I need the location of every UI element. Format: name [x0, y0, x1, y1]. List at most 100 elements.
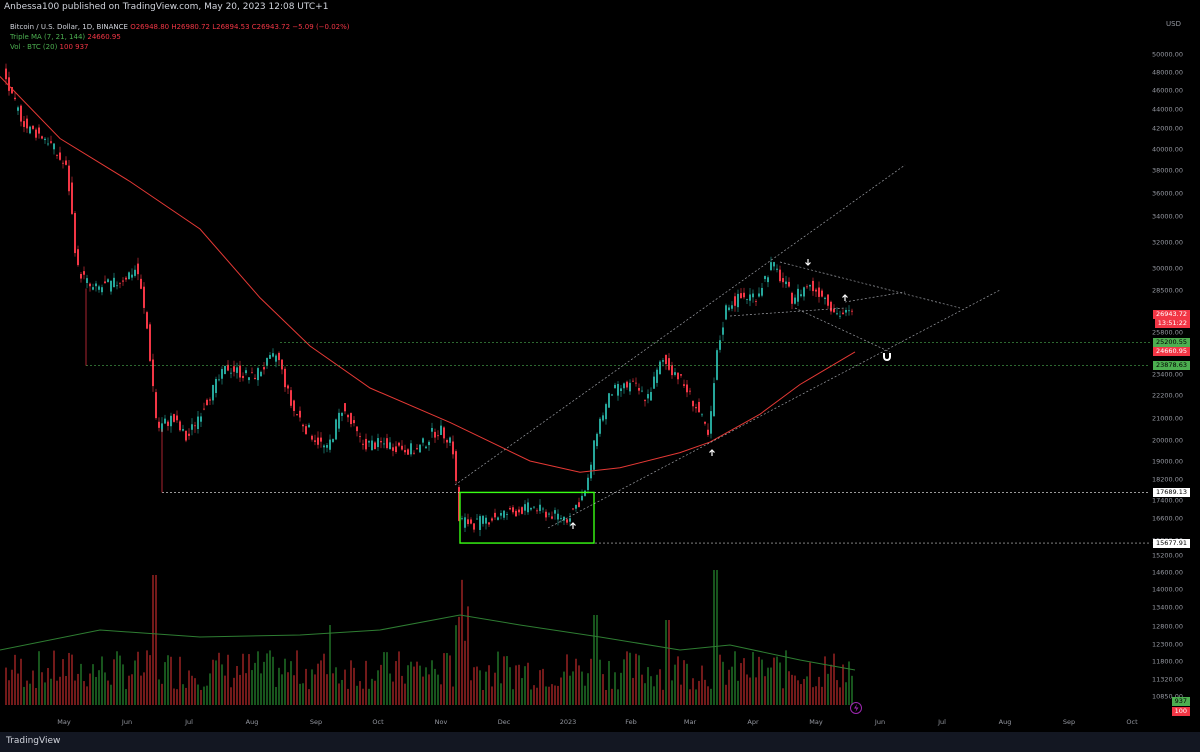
candle-body [470, 519, 472, 524]
volume-bar [89, 673, 91, 705]
candle-body [554, 510, 556, 514]
volume-bar [47, 667, 49, 705]
candle-body [56, 154, 58, 156]
y-tick-label: 30000.00 [1152, 265, 1183, 273]
candle-body [143, 286, 145, 308]
volume-bar [146, 650, 148, 705]
volume-bar [569, 675, 571, 705]
candle-body [359, 436, 361, 438]
candle-body [641, 390, 643, 392]
volume-bar [668, 620, 670, 705]
candle-body [689, 390, 691, 392]
volume-bar [329, 625, 331, 705]
price-tag: 23878.63 [1152, 361, 1190, 371]
candle-body [686, 384, 688, 393]
candle-body [647, 394, 649, 399]
volume-bar [449, 655, 451, 705]
candle-body [500, 513, 502, 516]
volume-bar [152, 575, 154, 705]
volume-bar [788, 671, 790, 705]
volume-bar [287, 672, 289, 705]
candle-body [740, 293, 742, 299]
candle-body [656, 369, 658, 383]
candle-body [503, 510, 505, 518]
candle-body [122, 280, 124, 282]
candle-body [323, 445, 325, 448]
x-tick-label: Nov [435, 718, 448, 726]
candle-body [551, 516, 553, 519]
candle-body [563, 516, 565, 521]
y-tick-label: 23400.00 [1152, 371, 1183, 379]
candle-body [53, 143, 55, 150]
volume-bar [254, 662, 256, 705]
price-chart[interactable]: 50000.00 48000.00 46000.00 44000.00 42000.00… [0, 0, 1200, 732]
volume-bar [617, 689, 619, 705]
candle-body [632, 380, 634, 382]
volume-bar [398, 651, 400, 705]
candle-body [707, 429, 709, 435]
candle-body [815, 289, 817, 292]
candle-body [839, 315, 841, 317]
candle-body [824, 297, 826, 299]
y-tick-label: 22200.00 [1152, 392, 1183, 400]
volume-bar [83, 681, 85, 705]
x-tick-label: Oct [1126, 718, 1138, 726]
volume-bar [179, 656, 181, 705]
volume-bar [278, 667, 280, 705]
volume-bar [680, 684, 682, 705]
candle-body [305, 426, 307, 435]
legend-vol-row: Vol · BTC (20) 100 937 [10, 42, 350, 52]
candle-body [176, 415, 178, 421]
candle-body [254, 377, 256, 379]
candle-body [35, 129, 37, 138]
volume-bar [149, 655, 151, 705]
candle-body [755, 300, 757, 302]
candle-body [200, 416, 202, 422]
volume-bar [209, 673, 211, 705]
volume-bar [311, 669, 313, 705]
candle-body [311, 435, 313, 440]
candle-body [818, 287, 820, 297]
candle-body [668, 358, 670, 370]
candle-body [653, 376, 655, 389]
volume-bar [647, 667, 649, 705]
volume-bar [326, 674, 328, 705]
candle-body [248, 377, 250, 381]
candle-body [59, 152, 61, 160]
candle-body [377, 438, 379, 448]
volume-bar [5, 667, 7, 705]
volume-bar [752, 652, 754, 705]
y-tick-label: 15200.00 [1152, 552, 1183, 560]
volume-bar [500, 683, 502, 705]
volume-bar [533, 685, 535, 705]
volume-bar [455, 625, 457, 705]
volume-bar [755, 677, 757, 705]
candle-body [389, 442, 391, 450]
price-tag: 25200.55 [1152, 337, 1190, 347]
candle-body [443, 427, 445, 439]
volume-bar [809, 662, 811, 705]
candle-body [41, 136, 43, 139]
volume-bar [839, 687, 841, 705]
candle-body [806, 286, 808, 288]
volume-bar [62, 659, 64, 705]
volume-bar [413, 666, 415, 705]
volume-bar [269, 650, 271, 705]
volume-bar [155, 575, 157, 705]
volume-bar [113, 659, 115, 705]
price-tag-countdown: 13:51:22 [1154, 318, 1190, 328]
candle-body [548, 513, 550, 515]
volume-bar [308, 689, 310, 705]
candle-body [836, 313, 838, 315]
volume-bar [770, 667, 772, 705]
volume-bar [392, 681, 394, 705]
volume-bar [626, 651, 628, 705]
volume-bar [659, 669, 661, 705]
candle-body [749, 294, 751, 301]
candle-body [350, 413, 352, 425]
arrow-down-icon [805, 259, 811, 266]
volume-bar [821, 686, 823, 705]
candle-body [251, 372, 253, 374]
volume-bar [197, 684, 199, 705]
candle-body [98, 286, 100, 290]
